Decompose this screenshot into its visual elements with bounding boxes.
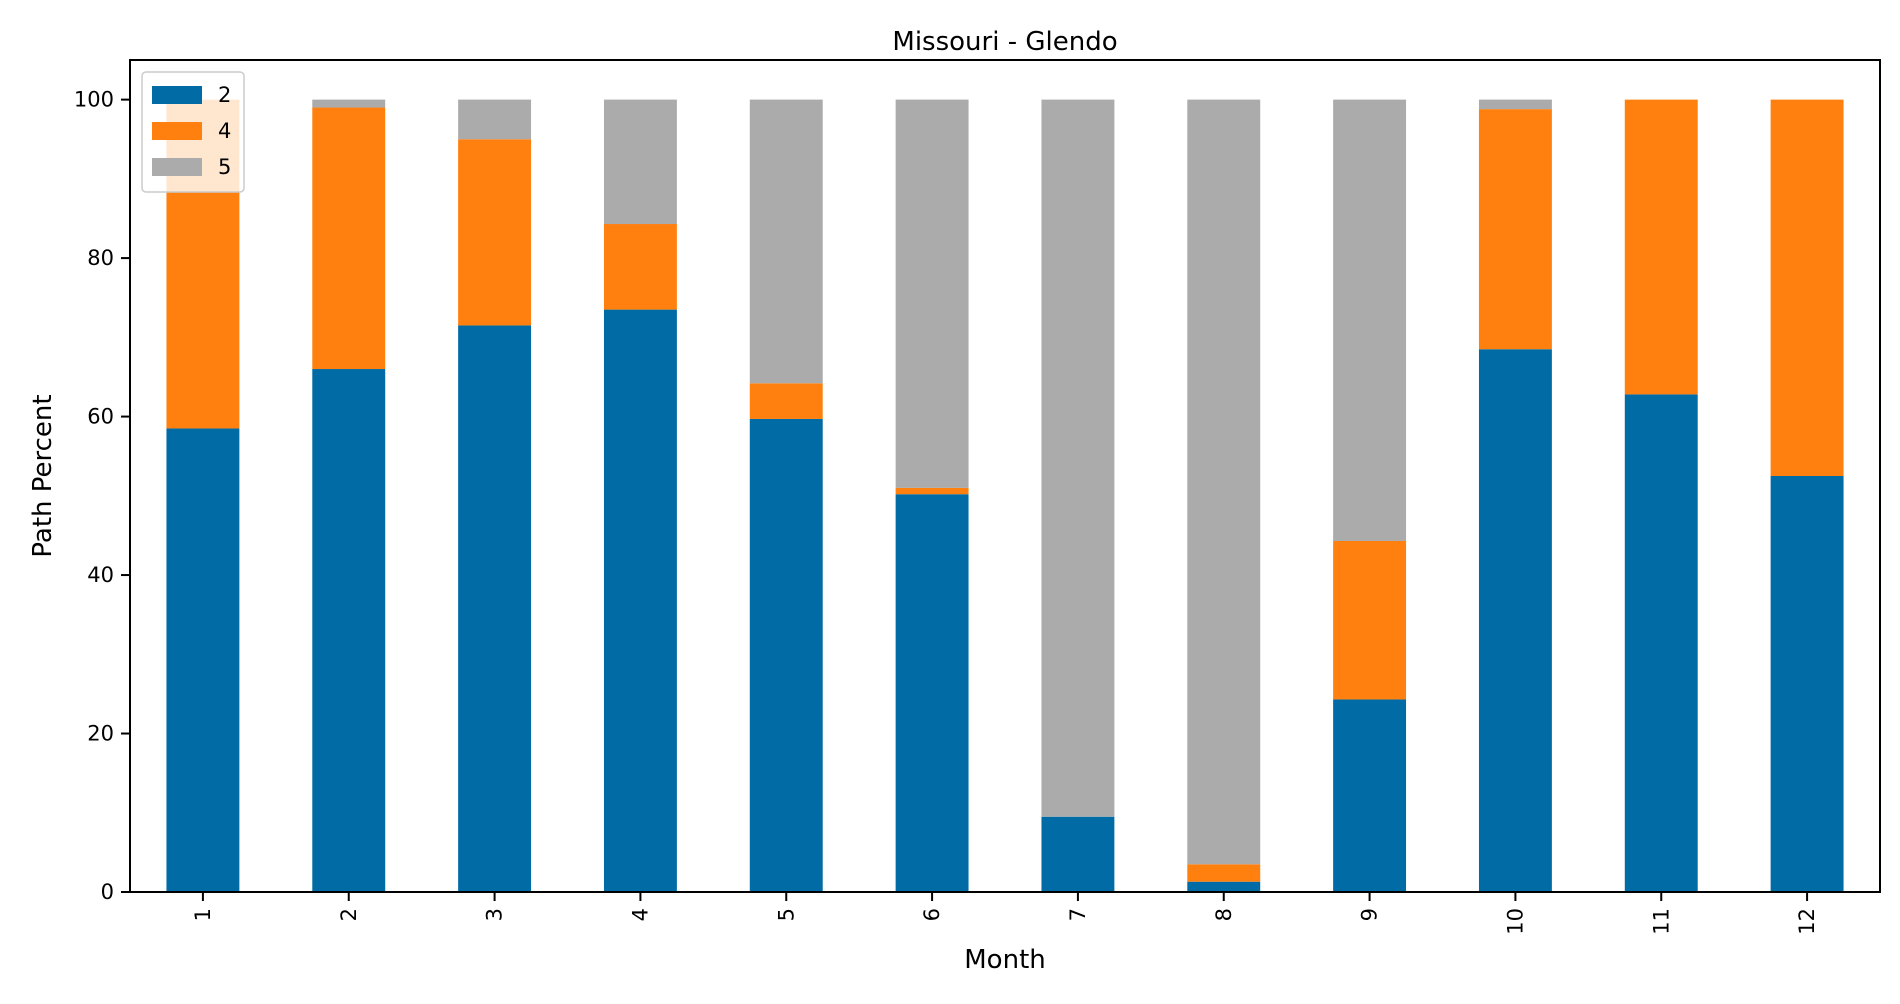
x-tick-label-7: 7 bbox=[1066, 908, 1090, 921]
bar-month-3-series-5 bbox=[458, 99, 532, 140]
bar-month-8-series-5 bbox=[1187, 99, 1261, 865]
bar-month-6-series-4 bbox=[895, 487, 969, 495]
bar-month-8-series-4 bbox=[1187, 864, 1261, 882]
bar-month-2-series-5 bbox=[312, 99, 386, 108]
bar-month-10-series-2 bbox=[1478, 349, 1552, 893]
bar-month-4-series-2 bbox=[603, 309, 677, 893]
x-tick-label-1: 1 bbox=[191, 908, 215, 921]
y-axis-title: Path Percent bbox=[28, 394, 58, 557]
legend: 2 4 5 bbox=[141, 71, 245, 193]
y-tick-label-0: 0 bbox=[101, 880, 114, 904]
bar-month-1-series-2 bbox=[166, 428, 240, 892]
bar-month-8-series-2 bbox=[1187, 881, 1261, 892]
legend-swatch-2 bbox=[152, 86, 202, 104]
bars-layer bbox=[166, 99, 1844, 893]
bar-month-12-series-2 bbox=[1770, 476, 1844, 892]
bar-month-5-series-2 bbox=[749, 418, 823, 892]
chart-title: Missouri - Glendo bbox=[892, 27, 1117, 57]
bar-month-6-series-5 bbox=[895, 99, 969, 488]
bar-month-11-series-4 bbox=[1624, 99, 1698, 395]
bar-month-2-series-4 bbox=[312, 107, 386, 370]
legend-swatch-5 bbox=[152, 158, 202, 176]
bar-month-5-series-4 bbox=[749, 383, 823, 419]
bar-month-10-series-4 bbox=[1478, 109, 1552, 350]
x-tick-label-10: 10 bbox=[1503, 908, 1527, 935]
bar-month-11-series-2 bbox=[1624, 394, 1698, 892]
bar-month-10-series-5 bbox=[1478, 99, 1552, 110]
y-tick-label-60: 60 bbox=[87, 405, 114, 429]
bar-month-3-series-4 bbox=[458, 139, 532, 326]
x-tick-label-5: 5 bbox=[774, 908, 798, 921]
y-tick-label-80: 80 bbox=[87, 246, 114, 270]
bar-month-9-series-5 bbox=[1333, 99, 1407, 541]
x-tick-label-3: 3 bbox=[483, 908, 507, 921]
bar-month-6-series-2 bbox=[895, 494, 969, 892]
bar-month-4-series-5 bbox=[603, 99, 677, 225]
legend-label-2: 2 bbox=[218, 83, 231, 107]
bar-month-12-series-4 bbox=[1770, 99, 1844, 477]
x-tick-label-8: 8 bbox=[1212, 908, 1236, 921]
x-tick-label-6: 6 bbox=[920, 908, 944, 921]
x-axis-title: Month bbox=[964, 945, 1046, 975]
bar-month-4-series-4 bbox=[603, 224, 677, 310]
bar-month-9-series-4 bbox=[1333, 540, 1407, 700]
x-tick-label-4: 4 bbox=[628, 908, 652, 921]
bar-month-9-series-2 bbox=[1333, 699, 1407, 892]
x-tick-label-11: 11 bbox=[1649, 908, 1673, 935]
bar-month-5-series-5 bbox=[749, 99, 823, 384]
legend-label-5: 5 bbox=[218, 155, 231, 179]
y-tick-label-40: 40 bbox=[87, 563, 114, 587]
bar-month-7-series-5 bbox=[1041, 99, 1115, 817]
bar-month-2-series-2 bbox=[312, 369, 386, 892]
x-tick-label-2: 2 bbox=[337, 908, 361, 921]
bar-month-3-series-2 bbox=[458, 325, 532, 892]
y-tick-label-100: 100 bbox=[74, 88, 114, 112]
plot-frame bbox=[129, 59, 1881, 893]
bar-month-7-series-2 bbox=[1041, 816, 1115, 892]
x-tick-label-9: 9 bbox=[1358, 908, 1382, 921]
y-tick-label-20: 20 bbox=[87, 722, 114, 746]
x-tick-label-12: 12 bbox=[1795, 908, 1819, 935]
legend-swatch-4 bbox=[152, 122, 202, 140]
legend-label-4: 4 bbox=[218, 119, 231, 143]
